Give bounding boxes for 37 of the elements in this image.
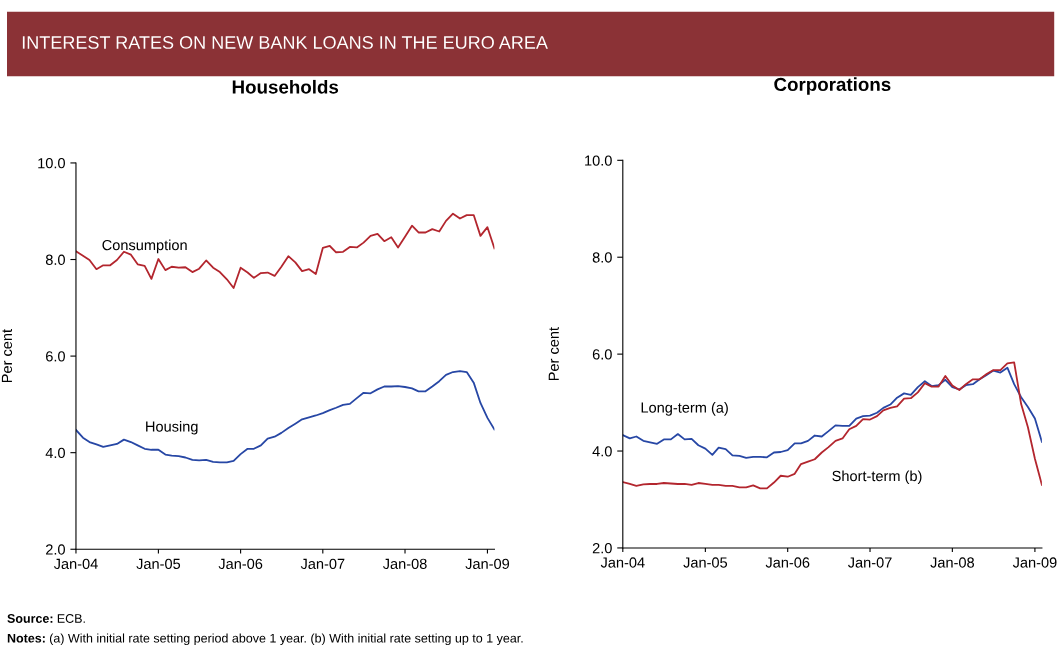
y-tick-label: 10.0 — [585, 155, 612, 166]
text: INTEREST RATES ON NEW BANK LOANS IN THE EURO AREA — [22, 36, 548, 49]
x-tick-label: Jan-07 — [300, 558, 345, 569]
x-tick-label: Jan-04 — [600, 557, 645, 568]
series-label: Housing — [146, 421, 198, 435]
chart-title: Corporations — [774, 77, 891, 95]
x-tick-label: Jan-05 — [683, 557, 728, 568]
x-tick-label: Jan-08 — [382, 558, 427, 569]
series-label: Short-term (b) — [832, 470, 922, 485]
y-tick-label: 8.0 — [592, 252, 612, 263]
x-tick-label: Jan-09 — [465, 558, 510, 569]
x-tick-label: Jan-08 — [930, 557, 975, 568]
y-tick-label: 10.0 — [38, 158, 65, 169]
line-series — [622, 366, 1042, 459]
line-series — [75, 370, 495, 464]
line-series — [75, 212, 495, 289]
y-tick-label: 8.0 — [45, 254, 65, 265]
x-tick-label: Jan-06 — [765, 557, 810, 568]
y-tick-label: 2.0 — [592, 543, 612, 554]
series-label: Long-term (a) — [641, 402, 728, 416]
y-tick-label: 4.0 — [45, 447, 65, 459]
x-tick-label: Jan-04 — [53, 558, 98, 569]
y-axis-title: Per cent — [548, 327, 559, 381]
x-tick-label: Jan-05 — [136, 558, 181, 569]
chart-title: Households — [232, 79, 339, 94]
y-tick-label: 6.0 — [592, 349, 612, 360]
x-tick-label: Jan-09 — [1012, 557, 1057, 568]
y-axis-title: Per cent — [1, 329, 13, 383]
y-tick-label: 6.0 — [46, 351, 65, 362]
x-tick-label: Jan-06 — [218, 558, 263, 569]
line-series — [622, 361, 1042, 490]
x-tick-label: Jan-07 — [847, 557, 892, 568]
y-tick-label: 2.0 — [46, 544, 65, 555]
text: Notes: (a) With initial rate setting period above 1 year. (b) With initial rate setting up to 1 year. — [7, 633, 523, 646]
y-tick-label: 4.0 — [592, 446, 612, 457]
series-label: Consumption — [102, 239, 187, 254]
source-note: Source: ECB. — [7, 614, 85, 623]
